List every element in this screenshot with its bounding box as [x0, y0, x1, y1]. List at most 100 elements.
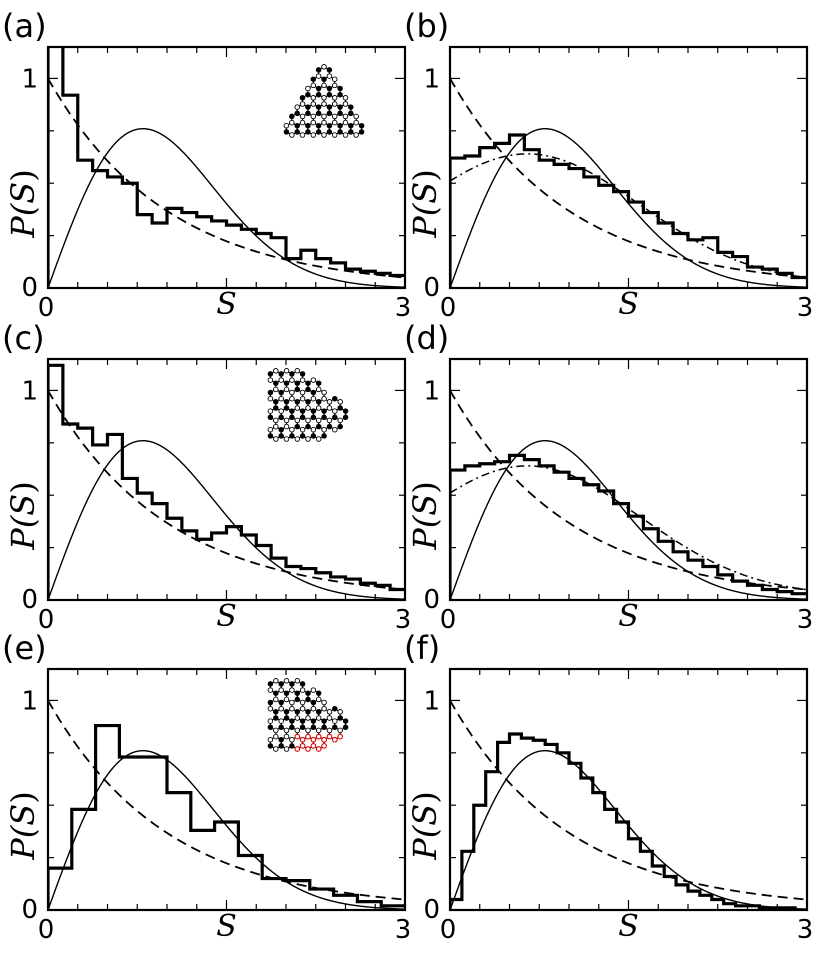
y-tick-label: 1: [423, 64, 440, 94]
atom: [289, 705, 295, 712]
panel-label: (f): [404, 629, 440, 667]
histogram-bin: [629, 839, 641, 910]
atom: [326, 423, 333, 430]
histogram-bin: [143, 757, 167, 910]
atom: [310, 101, 317, 107]
histogram-bin: [122, 183, 137, 288]
atom: [326, 129, 333, 135]
atom: [273, 690, 279, 696]
histogram-bin: [462, 851, 474, 910]
panel-label: (c): [2, 319, 45, 357]
histogram-steps: [450, 732, 807, 910]
histogram-bin: [524, 460, 539, 600]
atom: [273, 417, 279, 424]
y-tick-label: 0: [21, 273, 38, 303]
atom: [294, 436, 301, 442]
atom: [273, 399, 279, 405]
atom: [337, 417, 343, 424]
atom: [299, 119, 306, 126]
atom: [315, 417, 322, 424]
atom: [305, 386, 311, 393]
atom: [299, 743, 306, 749]
histogram-bin: [390, 590, 405, 600]
atom: [267, 395, 274, 402]
histogram-bin: [545, 744, 557, 910]
histogram-bin: [331, 577, 346, 600]
atom: [331, 119, 338, 126]
atom: [305, 746, 311, 752]
atom: [283, 436, 290, 442]
atom: [353, 132, 359, 138]
histogram-bin: [316, 573, 331, 600]
atom: [299, 718, 306, 724]
histogram-bin: [777, 592, 792, 600]
histogram-bin: [93, 171, 108, 288]
atom: [326, 110, 333, 117]
atom: [299, 408, 306, 414]
histogram-bin: [271, 238, 286, 288]
histogram-bin: [643, 213, 658, 288]
histogram-bin: [286, 566, 301, 600]
histogram-bin: [227, 225, 242, 288]
atom: [289, 132, 295, 138]
atom: [289, 681, 295, 687]
histogram-bin: [119, 757, 143, 910]
atom: [267, 426, 274, 433]
atom: [278, 377, 284, 383]
atom: [315, 690, 322, 696]
atom: [299, 95, 306, 101]
atom: [310, 82, 317, 89]
atom: [321, 433, 327, 439]
x-tick-label: 0: [440, 605, 457, 635]
atom: [337, 423, 343, 430]
histogram-bin: [108, 177, 123, 288]
atom: [321, 64, 327, 70]
histogram-bin: [777, 273, 792, 288]
atom: [294, 368, 301, 374]
atom: [299, 395, 306, 402]
histogram-bin: [241, 229, 256, 288]
histogram-bin: [480, 148, 495, 288]
x-axis-label: S: [216, 909, 237, 944]
atom: [342, 132, 349, 138]
y-axis-label: P(S): [406, 791, 444, 860]
atom: [348, 122, 354, 129]
atom: [342, 113, 349, 120]
atom: [299, 736, 306, 743]
histogram-bin: [152, 223, 167, 288]
histogram-bin: [688, 240, 703, 288]
atom: [299, 724, 306, 731]
poisson-curve: [450, 699, 807, 901]
x-tick-label: 0: [38, 293, 55, 323]
atom: [331, 76, 338, 82]
histogram-bin: [614, 192, 629, 288]
atom: [332, 414, 338, 421]
histogram-bin: [191, 830, 215, 910]
atom: [273, 368, 279, 374]
atom: [331, 132, 338, 138]
atom: [331, 736, 338, 743]
y-tick-label: 0: [423, 585, 440, 615]
atom: [267, 743, 274, 749]
atom: [267, 718, 274, 724]
atom: [342, 724, 349, 731]
histogram-bin: [524, 150, 539, 288]
atom: [294, 122, 300, 129]
histogram-bin: [673, 234, 688, 288]
atom: [267, 433, 274, 439]
atom: [273, 727, 279, 734]
atom: [321, 699, 327, 706]
atom: [331, 95, 338, 101]
atom: [283, 399, 290, 405]
histogram-bin: [256, 546, 271, 600]
atom: [299, 433, 306, 439]
atom: [267, 377, 274, 383]
atom: [273, 405, 279, 411]
x-axis-label: S: [618, 599, 639, 634]
atom: [278, 724, 284, 731]
atom: [278, 681, 284, 687]
atom: [273, 678, 279, 684]
histogram-bin: [748, 267, 763, 288]
atom: [289, 389, 295, 396]
